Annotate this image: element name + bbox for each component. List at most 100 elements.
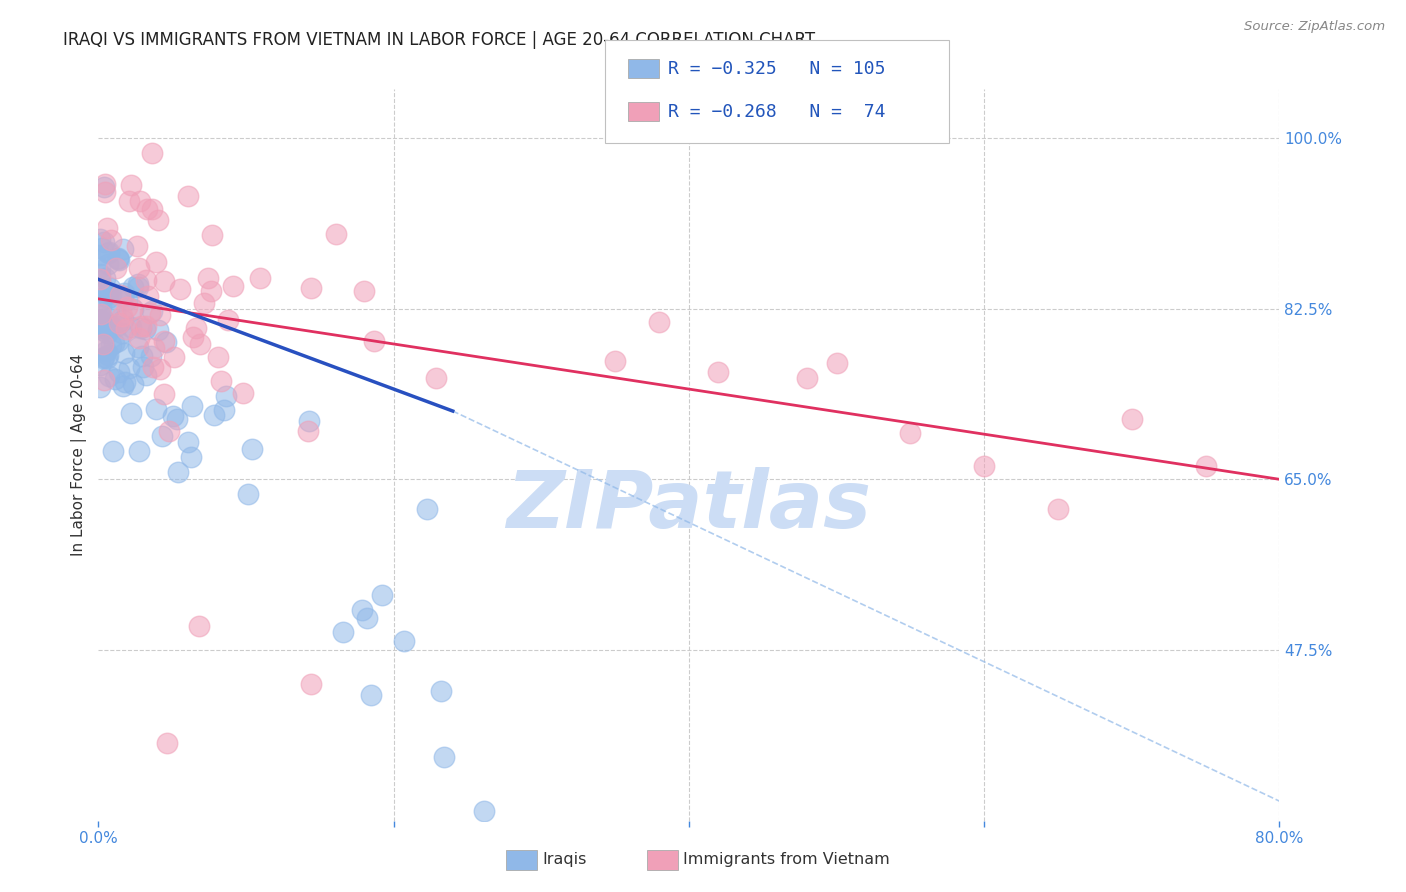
Point — [111, 313, 134, 327]
Point — [299, 677, 322, 691]
Point — [105, 318, 128, 333]
Point — [89, 274, 111, 288]
Point — [111, 326, 134, 340]
Point — [648, 315, 671, 329]
Point — [209, 375, 232, 389]
Text: Iraqis: Iraqis — [543, 853, 588, 867]
Point — [141, 303, 163, 318]
Point — [796, 371, 818, 385]
Point — [103, 335, 125, 350]
Point — [91, 312, 114, 326]
Point — [120, 320, 142, 334]
Point — [100, 337, 122, 351]
Point — [110, 309, 132, 323]
Point — [118, 361, 141, 376]
Point — [325, 227, 347, 241]
Point — [89, 293, 111, 308]
Point — [121, 302, 143, 317]
Point — [97, 291, 120, 305]
Point — [89, 267, 111, 281]
Point — [107, 334, 129, 349]
Point — [122, 280, 145, 294]
Point — [93, 321, 115, 335]
Point — [93, 351, 115, 365]
Point — [201, 228, 224, 243]
Point — [98, 318, 121, 333]
Point — [93, 321, 115, 335]
Point — [90, 285, 112, 299]
Point — [394, 634, 416, 648]
Point — [107, 316, 129, 330]
Point — [115, 322, 138, 336]
Point — [707, 366, 730, 380]
Point — [332, 624, 354, 639]
Point — [353, 284, 375, 298]
Point — [127, 277, 149, 291]
Point — [145, 255, 167, 269]
Point — [96, 221, 118, 235]
Point — [221, 279, 243, 293]
Point — [100, 286, 122, 301]
Point — [155, 334, 177, 349]
Point — [94, 185, 117, 199]
Point — [138, 306, 160, 320]
Point — [360, 688, 382, 702]
Point — [114, 376, 136, 390]
Point — [148, 323, 170, 337]
Point — [430, 683, 453, 698]
Point — [96, 344, 118, 359]
Point — [167, 465, 190, 479]
Point — [193, 296, 215, 310]
Point — [103, 444, 125, 458]
Point — [93, 350, 115, 364]
Point — [127, 280, 149, 294]
Point — [93, 235, 115, 250]
Point — [97, 244, 120, 259]
Point — [97, 348, 120, 362]
Point — [91, 318, 114, 333]
Point — [122, 302, 145, 317]
Point — [149, 309, 172, 323]
Text: IRAQI VS IMMIGRANTS FROM VIETNAM IN LABOR FORCE | AGE 20-64 CORRELATION CHART: IRAQI VS IMMIGRANTS FROM VIETNAM IN LABO… — [63, 31, 815, 49]
Point — [136, 202, 159, 217]
Point — [240, 442, 263, 456]
Point — [352, 603, 374, 617]
Point — [129, 319, 152, 334]
Text: R = −0.268   N =  74: R = −0.268 N = 74 — [668, 103, 886, 120]
Point — [363, 334, 385, 348]
Point — [108, 365, 131, 379]
Point — [120, 406, 142, 420]
Point — [180, 450, 202, 464]
Point — [433, 750, 456, 764]
Point — [605, 354, 627, 368]
Point — [202, 408, 225, 422]
Point — [217, 313, 239, 327]
Point — [97, 285, 120, 300]
Text: ZIPatlas: ZIPatlas — [506, 467, 872, 545]
Point — [249, 271, 271, 285]
Point — [100, 319, 122, 334]
Point — [177, 435, 200, 450]
Point — [97, 246, 120, 260]
Point — [298, 414, 321, 428]
Point — [197, 270, 219, 285]
Point — [94, 271, 117, 285]
Point — [142, 359, 165, 374]
Point — [117, 194, 139, 209]
Point — [90, 312, 112, 326]
Text: Immigrants from Vietnam: Immigrants from Vietnam — [683, 853, 890, 867]
Point — [186, 320, 208, 334]
Point — [91, 337, 114, 351]
Point — [1046, 501, 1070, 516]
Point — [1121, 412, 1143, 426]
Point — [125, 238, 148, 252]
Point — [96, 351, 118, 366]
Point — [143, 341, 166, 355]
Point — [900, 425, 922, 440]
Point — [107, 252, 129, 267]
Point — [89, 271, 111, 285]
Point — [89, 342, 111, 356]
Point — [93, 373, 115, 387]
Y-axis label: In Labor Force | Age 20-64: In Labor Force | Age 20-64 — [72, 354, 87, 556]
Point — [212, 403, 235, 417]
